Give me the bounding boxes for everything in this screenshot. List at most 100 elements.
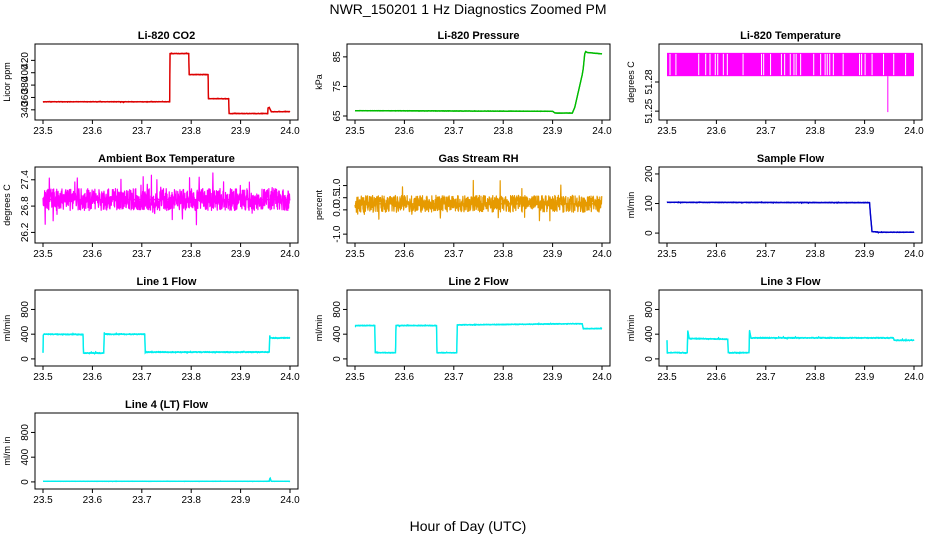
x-tick-label: 23.8 (805, 372, 825, 383)
x-tick-label: 23.9 (543, 126, 563, 137)
x-tick-label: 23.7 (444, 126, 464, 137)
y-tick-label: 200 (644, 165, 655, 182)
y-tick-label: 400 (644, 325, 655, 342)
chart-panel-6: Sample Flow 23.5 23.6 23.7 23.8 23.9 24.0 0 100 2… (626, 153, 924, 260)
x-tick-label: 23.7 (132, 372, 152, 383)
y-axis-label: ml/min (626, 315, 636, 342)
series-steps (42, 332, 290, 355)
y-tick-label: 0.5 (332, 190, 343, 204)
x-tick-label: 23.6 (707, 249, 727, 260)
series-steps (666, 330, 914, 354)
x-tick-label: 24.0 (280, 372, 300, 383)
y-axis-label: degrees C (626, 61, 636, 103)
x-tick-label: 23.6 (707, 126, 727, 137)
series-steps (43, 52, 290, 115)
x-tick-label: 24.0 (904, 126, 924, 137)
y-tick-label: 0 (644, 230, 655, 236)
x-tick-label: 23.6 (395, 249, 415, 260)
series-line (42, 52, 291, 115)
plot-frame (34, 166, 299, 244)
x-tick-label: 23.6 (83, 126, 103, 137)
y-axis-label: percent (314, 189, 324, 220)
y-tick-label: 75 (332, 80, 343, 92)
series-line (42, 172, 291, 226)
plot-frame (658, 166, 923, 244)
y-tick-label: 400 (20, 448, 31, 465)
x-tick-label: 23.5 (657, 249, 677, 260)
x-tick-label: 23.8 (493, 249, 513, 260)
chart-panel-3: Li-820 Temperature 23.5 23.6 23.7 23.8 23.9 24… (626, 30, 924, 137)
y-tick-label: 800 (20, 301, 31, 318)
x-tick-label: 23.7 (132, 126, 152, 137)
x-tick-label: 23.9 (855, 249, 875, 260)
panel-title: Line 4 (LT) Flow (125, 399, 208, 411)
x-tick-label: 23.7 (756, 372, 776, 383)
x-tick-label: 23.6 (707, 372, 727, 383)
x-tick-label: 24.0 (592, 249, 612, 260)
y-tick-label: 420 (20, 52, 31, 69)
x-tick-label: 23.9 (543, 249, 563, 260)
y-tick-label: -1.0 (332, 225, 343, 243)
y-tick-label: 800 (332, 301, 343, 318)
y-tick-label: 26.8 (20, 196, 31, 216)
x-tick-label: 23.7 (132, 495, 152, 506)
plot-frame (34, 412, 299, 490)
x-tick-label: 23.9 (231, 249, 251, 260)
series-steps (43, 476, 290, 482)
x-tick-label: 23.7 (756, 126, 776, 137)
y-tick-label: 400 (20, 325, 31, 342)
panel-title: Li-820 Temperature (740, 30, 841, 42)
x-tick-label: 23.6 (83, 249, 103, 260)
plot-frame (34, 289, 299, 367)
series-steps (666, 201, 914, 233)
y-tick-label: 27.4 (20, 170, 31, 190)
x-tick-label: 24.0 (592, 126, 612, 137)
x-tick-label: 23.6 (83, 372, 103, 383)
x-tick-label: 24.0 (904, 249, 924, 260)
x-tick-label: 23.6 (395, 372, 415, 383)
chart-panel-4: Ambient Box Temperature 23.5 23.6 23.7 23.8 2… (2, 153, 300, 260)
panel-title: Li-820 Pressure (438, 30, 520, 42)
panel-title: Sample Flow (757, 153, 825, 165)
y-axis-label: ml/min (626, 192, 636, 219)
y-tick-label: 400 (20, 64, 31, 81)
x-tick-label: 23.5 (657, 372, 677, 383)
x-tick-label: 23.9 (231, 126, 251, 137)
y-axis-label: kPa (314, 74, 324, 90)
panel-title: Line 3 Flow (761, 276, 821, 288)
plot-frame (346, 43, 611, 121)
x-tick-label: 23.7 (132, 249, 152, 260)
y-tick-label: 51.28 (644, 69, 655, 94)
x-tick-label: 23.8 (181, 495, 201, 506)
chart-panel-10: Line 4 (LT) Flow 23.5 23.6 23.7 23.8 23.9 24.0… (2, 399, 300, 506)
panel-title: Line 1 Flow (137, 276, 197, 288)
chart-panel-1: Li-820 CO2 23.5 23.6 23.7 23.8 23.9 24.0 340360… (2, 30, 300, 137)
y-tick-label: 85 (332, 51, 343, 63)
chart-panel-7: Line 1 Flow 23.5 23.6 23.7 23.8 23.9 24.0 0 400 8… (2, 276, 300, 383)
x-tick-label: 23.7 (756, 249, 776, 260)
series-line (354, 179, 603, 222)
x-tick-label: 23.8 (181, 372, 201, 383)
x-tick-label: 23.6 (83, 495, 103, 506)
x-tick-label: 23.9 (231, 372, 251, 383)
x-tick-label: 23.7 (444, 372, 464, 383)
y-tick-label: 0 (332, 356, 343, 362)
y-axis-label: Licor ppm (2, 62, 12, 102)
y-axis-label: ml/min (2, 315, 12, 342)
series-line (354, 322, 603, 354)
x-tick-label: 23.5 (657, 126, 677, 137)
y-tick-label: 340 (20, 101, 31, 118)
x-tick-label: 23.5 (33, 249, 53, 260)
figure-title: NWR_150201 1 Hz Diagnostics Zoomed PM (329, 1, 607, 17)
x-axis-caption: Hour of Day (UTC) (409, 518, 527, 534)
x-tick-label: 23.8 (181, 126, 201, 137)
x-tick-label: 24.0 (280, 126, 300, 137)
x-tick-label: 24.0 (592, 372, 612, 383)
y-tick-label: 360 (20, 89, 31, 106)
chart-panel-9: Line 3 Flow 23.5 23.6 23.7 23.8 23.9 24.0 0 400 8… (626, 276, 924, 383)
x-tick-label: 24.0 (280, 249, 300, 260)
y-tick-label: 65 (332, 110, 343, 122)
x-tick-label: 23.9 (231, 495, 251, 506)
